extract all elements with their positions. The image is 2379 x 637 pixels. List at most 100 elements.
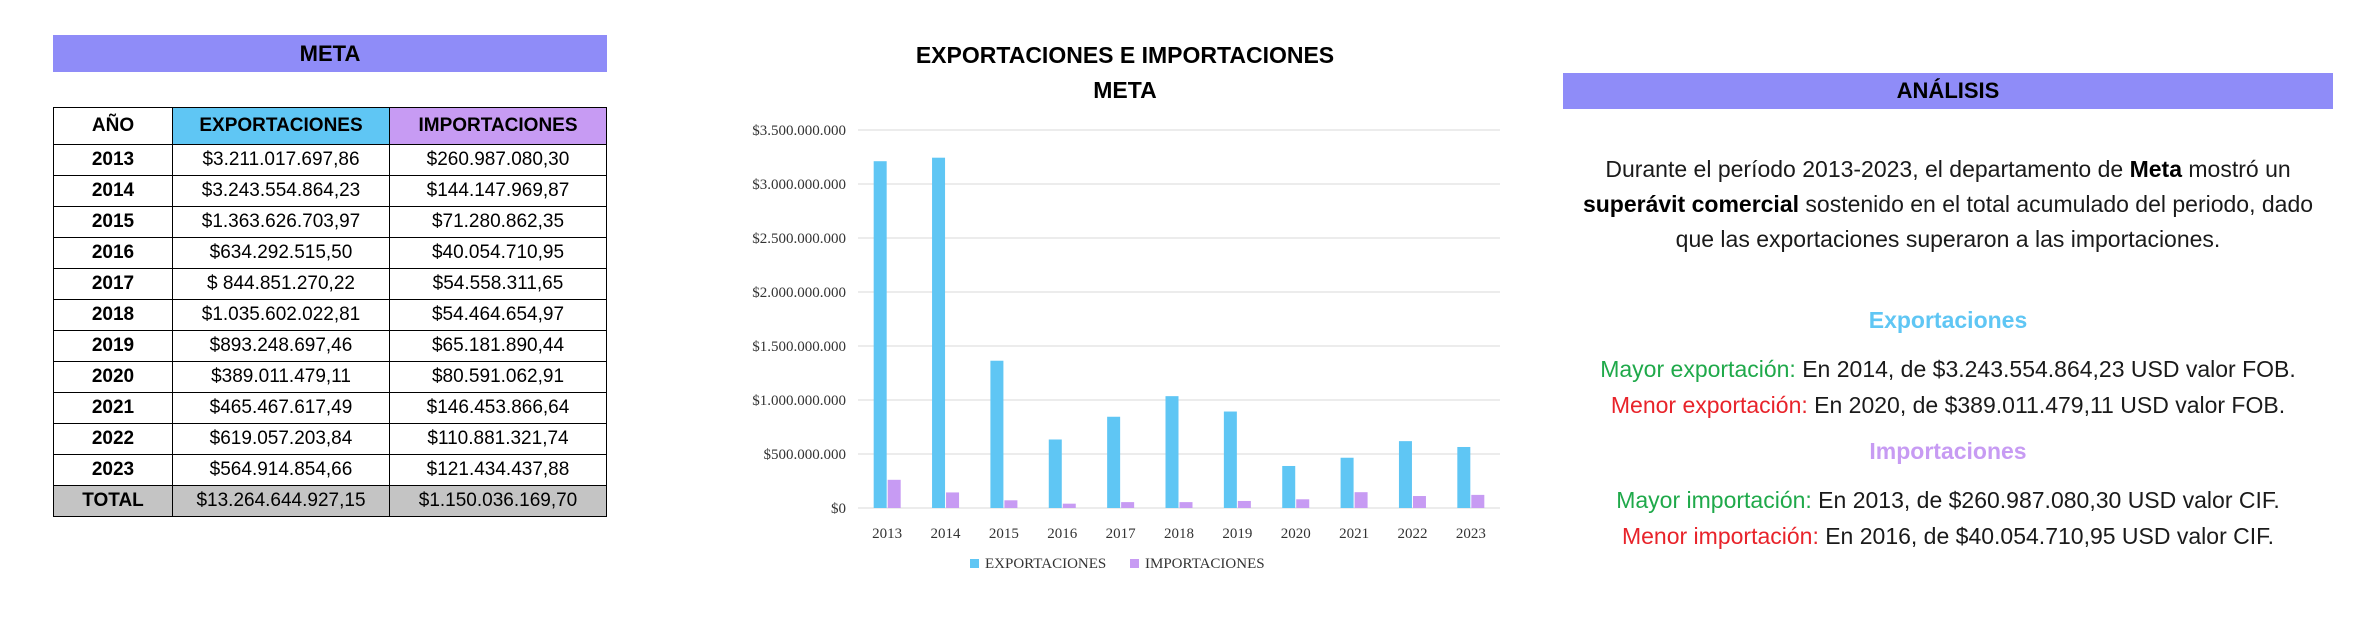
x-tick-label: 2014 (931, 526, 962, 542)
exports-bar (1223, 411, 1237, 508)
row-imports: $71.280.862,35 (389, 206, 607, 238)
exports-bar (932, 157, 946, 508)
x-tick-label: 2021 (1339, 526, 1369, 542)
imports-bar (1412, 496, 1426, 508)
row-imports: $146.453.866,64 (389, 392, 607, 424)
row-imports: $54.558.311,65 (389, 268, 607, 300)
y-tick-label: $0 (831, 501, 846, 517)
table-row: 2020 $389.011.479,11 $80.591.062,91 (53, 361, 607, 393)
x-tick-label: 2023 (1456, 526, 1486, 542)
row-year: 2020 (53, 361, 173, 393)
imports-bar (946, 492, 960, 508)
analysis-paragraph: Durante el período 2013-2023, el departa… (1563, 152, 2333, 257)
y-tick-label: $1.500.000.000 (752, 339, 846, 355)
legend-swatch-exports (970, 559, 979, 568)
row-exports: $3.211.017.697,86 (172, 144, 390, 176)
table-row: 2018 $1.035.602.022,81 $54.464.654,97 (53, 299, 607, 331)
row-exports: $ 844.851.270,22 (172, 268, 390, 300)
exports-bar (1107, 416, 1121, 508)
x-tick-label: 2019 (1222, 526, 1252, 542)
x-tick-label: 2016 (1047, 526, 1078, 542)
row-imports: $110.881.321,74 (389, 423, 607, 455)
table-header-row: AÑO EXPORTACIONES IMPORTACIONES (53, 107, 607, 145)
row-exports: $564.914.854,66 (172, 454, 390, 486)
analysis-intro-2: mostró un (2182, 156, 2291, 182)
imports-max-line: Mayor importación: En 2013, de $260.987.… (1563, 487, 2333, 514)
x-tick-label: 2020 (1281, 526, 1311, 542)
y-tick-label: $500.000.000 (764, 447, 847, 463)
trade-table: AÑO EXPORTACIONES IMPORTACIONES 2013 $3.2… (53, 107, 607, 517)
legend-label-exports: EXPORTACIONES (985, 556, 1106, 572)
imports-bar (1354, 492, 1368, 508)
row-exports: $3.243.554.864,23 (172, 175, 390, 207)
exports-max-label: Mayor exportación: (1600, 356, 1796, 382)
row-exports: $619.057.203,84 (172, 423, 390, 455)
row-year: 2021 (53, 392, 173, 424)
exports-min-line: Menor exportación: En 2020, de $389.011.… (1563, 392, 2333, 419)
exports-min-text: En 2020, de $389.011.479,11 USD valor FO… (1807, 392, 2286, 418)
header-year: AÑO (53, 107, 173, 145)
bar-chart: EXPORTACIONES E IMPORTACIONES META $0 $500.… (752, 42, 1500, 572)
analysis-intro-3: sostenido en el total acumulado del peri… (1675, 191, 2314, 252)
imports-bar (1471, 494, 1485, 508)
analysis-intro-1: Durante el período 2013-2023, el departa… (1605, 156, 2130, 182)
table-row: 2019 $893.248.697,46 $65.181.890,44 (53, 330, 607, 362)
legend-label-imports: IMPORTACIONES (1145, 556, 1265, 572)
exports-bar (990, 360, 1004, 508)
row-exports: $893.248.697,46 (172, 330, 390, 362)
row-year: 2017 (53, 268, 173, 300)
header-imports: IMPORTACIONES (389, 107, 607, 145)
table-row: 2017 $ 844.851.270,22 $54.558.311,65 (53, 268, 607, 300)
table-row: 2023 $564.914.854,66 $121.434.437,88 (53, 454, 607, 486)
analysis-intro-bold-1: Meta (2129, 156, 2182, 182)
exports-bar (1457, 446, 1471, 508)
table-row: 2013 $3.211.017.697,86 $260.987.080,30 (53, 144, 607, 176)
y-tick-label: $2.000.000.000 (752, 285, 846, 301)
row-imports: $40.054.710,95 (389, 237, 607, 269)
row-year: 2015 (53, 206, 173, 238)
imports-bar (1179, 502, 1193, 508)
table-row: 2014 $3.243.554.864,23 $144.147.969,87 (53, 175, 607, 207)
row-imports: $65.181.890,44 (389, 330, 607, 362)
row-imports: $54.464.654,97 (389, 299, 607, 331)
imports-max-text: En 2013, de $260.987.080,30 USD valor CI… (1811, 487, 2280, 513)
imports-bar (887, 479, 901, 508)
imports-min-label: Menor importación: (1621, 523, 1819, 549)
x-tick-label: 2017 (1106, 526, 1137, 542)
imports-max-label: Mayor importación: (1616, 487, 1812, 513)
imports-bar (1237, 500, 1251, 508)
exports-max-text: En 2014, de $3.243.554.864,23 USD valor … (1795, 356, 2296, 382)
imports-heading: Importaciones (1869, 438, 2027, 464)
row-imports: $121.434.437,88 (389, 454, 607, 486)
x-tick-label: 2015 (989, 526, 1019, 542)
row-imports: $144.147.969,87 (389, 175, 607, 207)
total-row: TOTAL $13.264.644.927,15 $1.150.036.169,70 (53, 485, 607, 517)
imports-bar (1004, 500, 1018, 508)
row-year: 2016 (53, 237, 173, 269)
table-row: 2022 $619.057.203,84 $110.881.321,74 (53, 423, 607, 455)
exports-bar (1165, 396, 1179, 508)
chart-subtitle: META (1093, 77, 1156, 103)
x-tick-label: 2018 (1164, 526, 1194, 542)
total-exports: $13.264.644.927,15 (172, 485, 390, 517)
imports-bar (1296, 499, 1310, 508)
table-body: 2013 $3.211.017.697,86 $260.987.080,30 2014… (53, 144, 607, 517)
x-tick-label: 2022 (1397, 526, 1427, 542)
exports-heading: Exportaciones (1868, 307, 2028, 333)
row-year: 2013 (53, 144, 173, 176)
row-exports: $1.035.602.022,81 (172, 299, 390, 331)
table-row: 2016 $634.292.515,50 $40.054.710,95 (53, 237, 607, 269)
y-tick-label: $2.500.000.000 (752, 231, 846, 247)
total-label: TOTAL (53, 485, 173, 517)
legend-swatch-imports (1130, 559, 1139, 568)
analysis-title: ANÁLISIS (1563, 73, 2333, 109)
x-tick-label: 2013 (872, 526, 902, 542)
chart-container: EXPORTACIONES E IMPORTACIONES META $0 $500.… (700, 30, 1540, 600)
exports-bar (873, 161, 887, 508)
imports-min-line: Menor importación: En 2016, de $40.054.7… (1563, 523, 2333, 550)
exports-bar (1282, 465, 1296, 508)
row-exports: $465.467.617,49 (172, 392, 390, 424)
imports-bar (1121, 502, 1135, 508)
exports-min-label: Menor exportación: (1610, 392, 1808, 418)
exports-max-line: Mayor exportación: En 2014, de $3.243.55… (1563, 356, 2333, 383)
